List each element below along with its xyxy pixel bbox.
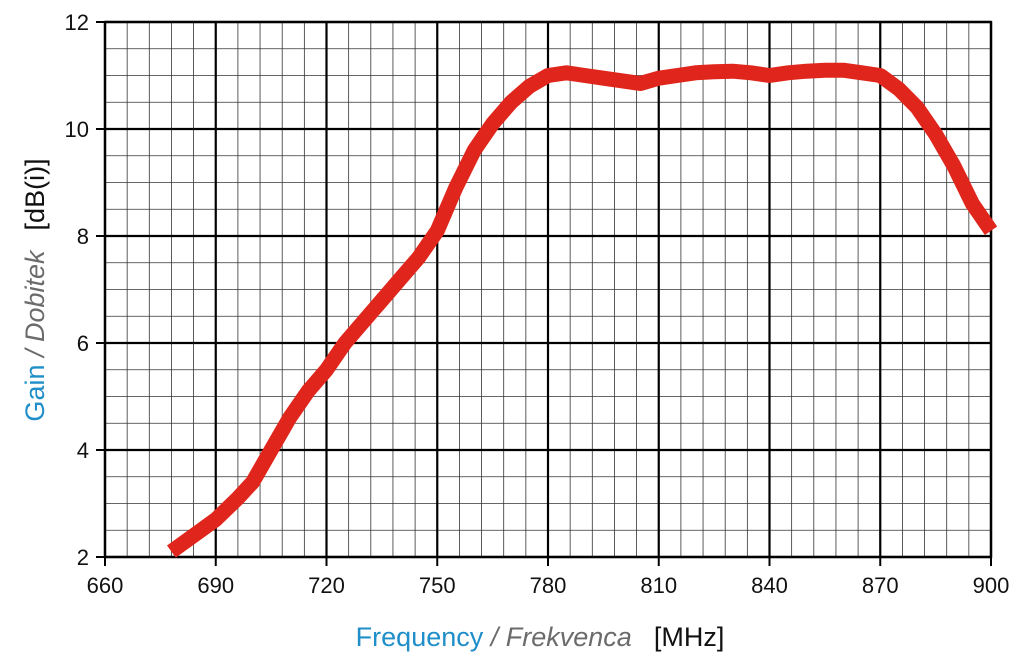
x-tick-label: 840 [751,573,788,598]
x-tick-label: 660 [87,573,124,598]
x-axis-label: Frequency / Frekvenca [MHz] [356,622,725,652]
minor-grid [105,22,991,557]
series-layer [167,62,998,558]
series-line-0 [167,62,998,558]
x-axis-label-unit: [MHz] [654,622,725,652]
y-axis-label-secondary: Dobitek [20,249,50,342]
x-tick-label: 870 [862,573,899,598]
x-tick-label: 750 [419,573,456,598]
x-tick-label: 810 [640,573,677,598]
y-axis-label: Gain / Dobitek [dB(i)] [20,158,50,421]
y-tick-label: 12 [65,10,89,35]
plot-frame [103,20,993,559]
y-axis-label-unit: [dB(i)] [20,158,50,230]
x-axis-label-primary: Frequency [356,622,484,652]
x-axis-label-separator: / [483,622,506,652]
y-tick-label: 6 [77,331,89,356]
x-tick-label: 900 [973,573,1010,598]
x-tick-labels: 660 690 720 750 780 810 840 870 900 [87,573,1010,598]
x-tick-label: 720 [308,573,345,598]
y-axis-label-primary: Gain [20,365,50,422]
y-tick-label: 2 [77,545,89,570]
y-tick-label: 4 [77,438,89,463]
x-tick-label: 690 [197,573,234,598]
y-tick-label: 8 [77,224,89,249]
axes [96,20,993,566]
x-axis-label-secondary: Frekvenca [506,622,632,652]
y-tick-labels: 2 4 6 8 10 12 [65,10,89,570]
y-tick-label: 10 [65,117,89,142]
x-tick-label: 780 [530,573,567,598]
y-axis-label-separator: / [20,342,50,365]
